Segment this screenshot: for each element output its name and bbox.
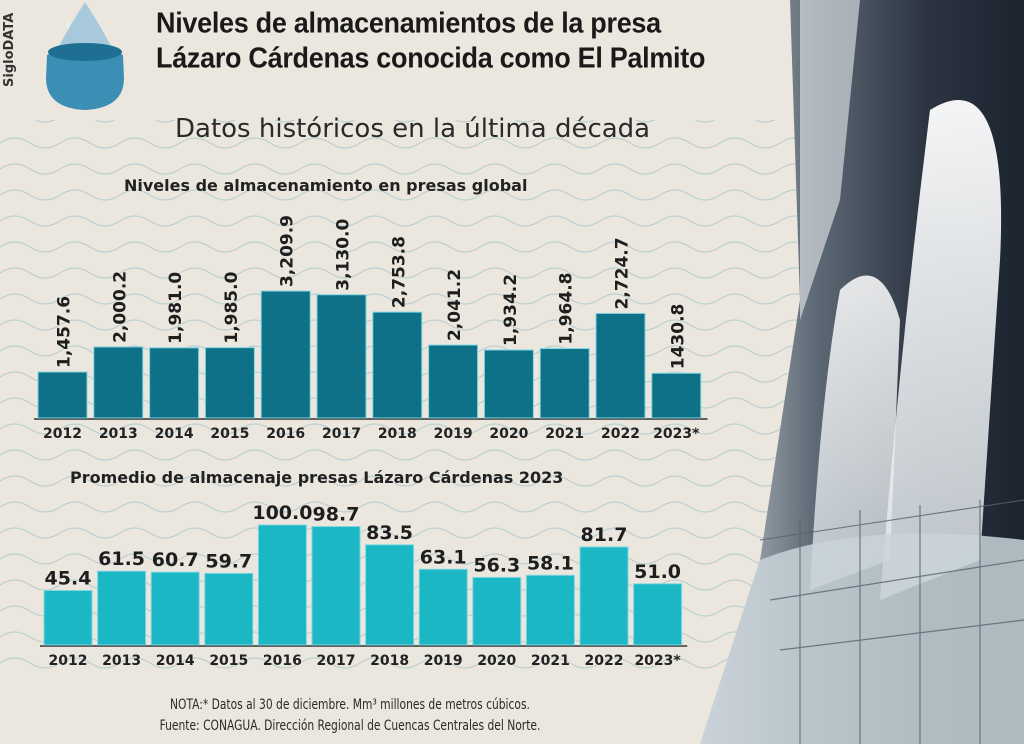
data-label: 98.7 bbox=[313, 504, 360, 526]
data-label: 83.5 bbox=[366, 522, 413, 544]
bar-2016 bbox=[257, 524, 307, 646]
note-text: NOTA:* Datos al 30 de diciembre. Mm³ mil… bbox=[170, 697, 530, 713]
bar-2013 bbox=[93, 346, 144, 419]
x-tick-label: 2013 bbox=[99, 426, 138, 442]
data-label: 45.4 bbox=[45, 568, 92, 590]
bar-2013 bbox=[97, 570, 147, 646]
bar-2018 bbox=[365, 544, 415, 646]
data-label: 1,964.8 bbox=[557, 273, 577, 345]
x-tick-label: 2023* bbox=[653, 426, 700, 442]
bar-2022 bbox=[595, 312, 646, 419]
x-tick-label: 2021 bbox=[545, 426, 584, 442]
bar-2019 bbox=[428, 344, 479, 419]
data-label: 61.5 bbox=[98, 548, 145, 570]
x-tick-label: 2012 bbox=[43, 426, 82, 442]
data-label: 56.3 bbox=[473, 554, 520, 576]
x-tick-label: 2017 bbox=[317, 653, 356, 669]
chart2-title: Promedio de almacenaje presas Lázaro Cár… bbox=[70, 468, 564, 487]
x-tick-label: 2016 bbox=[266, 426, 305, 442]
data-label: 1,985.0 bbox=[222, 271, 242, 343]
bar-2017 bbox=[316, 294, 367, 419]
bar-2017 bbox=[311, 526, 361, 646]
water-drop-logo bbox=[46, 2, 124, 110]
x-tick-label: 2018 bbox=[378, 426, 417, 442]
bar-2020 bbox=[472, 576, 522, 646]
bar-2012 bbox=[43, 590, 93, 646]
x-tick-label: 2013 bbox=[102, 653, 141, 669]
data-label: 2,041.2 bbox=[445, 269, 465, 341]
bar-2016 bbox=[260, 290, 311, 419]
data-label: 1430.8 bbox=[668, 304, 688, 370]
x-tick-label: 2022 bbox=[601, 426, 640, 442]
data-label: 81.7 bbox=[581, 524, 628, 546]
x-tick-label: 2017 bbox=[322, 426, 361, 442]
bar-2023* bbox=[651, 372, 702, 419]
data-label: 63.1 bbox=[420, 546, 467, 568]
x-tick-label: 2015 bbox=[210, 426, 249, 442]
bar-2014 bbox=[149, 347, 200, 419]
main-title: Niveles de almacenamientos de la presa L… bbox=[156, 6, 705, 75]
x-tick-label: 2016 bbox=[263, 653, 302, 669]
data-label: 3,209.9 bbox=[278, 215, 298, 287]
bar-2021 bbox=[539, 348, 590, 419]
bar-2018 bbox=[372, 311, 423, 419]
bar-2015 bbox=[204, 347, 255, 419]
title-line: Lázaro Cárdenas conocida como El Palmito bbox=[156, 42, 706, 74]
data-label: 59.7 bbox=[205, 550, 252, 572]
bar-2015 bbox=[204, 572, 254, 646]
data-label: 2,724.7 bbox=[613, 237, 633, 309]
x-tick-label: 2012 bbox=[49, 653, 88, 669]
x-tick-label: 2020 bbox=[489, 426, 528, 442]
chart1-title: Niveles de almacenamiento en presas glob… bbox=[124, 176, 528, 195]
x-tick-label: 2014 bbox=[156, 653, 195, 669]
bar-2021 bbox=[525, 574, 575, 646]
subtitle: Datos históricos en la última década bbox=[175, 114, 651, 144]
x-tick-label: 2014 bbox=[155, 426, 194, 442]
x-tick-label: 2019 bbox=[424, 653, 463, 669]
x-tick-label: 2018 bbox=[370, 653, 409, 669]
data-label: 51.0 bbox=[634, 561, 681, 583]
source-text: Fuente: CONAGUA. Dirección Regional de C… bbox=[159, 718, 541, 734]
bar-2020 bbox=[483, 349, 534, 419]
data-label: 1,981.0 bbox=[166, 272, 186, 344]
title-line: Niveles de almacenamientos de la presa bbox=[156, 7, 661, 39]
bar-2012 bbox=[37, 371, 88, 419]
bar-2023* bbox=[633, 583, 683, 646]
bar-2022 bbox=[579, 546, 629, 646]
data-label: 100.0 bbox=[252, 502, 312, 524]
data-label: 60.7 bbox=[152, 549, 199, 571]
x-tick-label: 2021 bbox=[531, 653, 570, 669]
x-tick-label: 2015 bbox=[209, 653, 248, 669]
x-tick-label: 2023* bbox=[634, 653, 681, 669]
data-label: 1,457.6 bbox=[55, 296, 75, 368]
x-tick-label: 2022 bbox=[585, 653, 624, 669]
x-tick-label: 2020 bbox=[477, 653, 516, 669]
x-tick-label: 2019 bbox=[434, 426, 473, 442]
data-label: 2,000.2 bbox=[110, 271, 130, 343]
data-label: 58.1 bbox=[527, 552, 574, 574]
bar-2014 bbox=[150, 571, 200, 646]
data-label: 1,934.2 bbox=[501, 274, 521, 346]
bar-2019 bbox=[418, 568, 468, 646]
data-label: 2,753.8 bbox=[389, 236, 409, 308]
data-label: 3,130.0 bbox=[334, 219, 354, 291]
